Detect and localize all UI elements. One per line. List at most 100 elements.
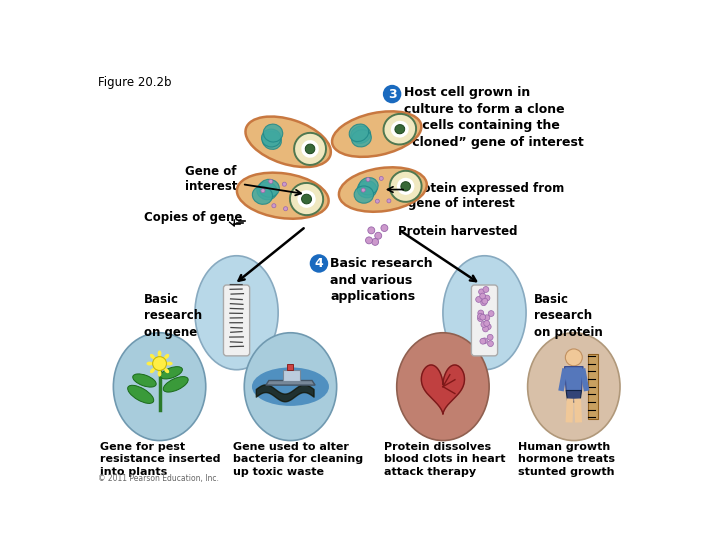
Circle shape: [482, 326, 488, 332]
Circle shape: [375, 199, 379, 203]
Bar: [287, 363, 293, 370]
Ellipse shape: [158, 350, 161, 356]
Polygon shape: [564, 367, 583, 390]
Ellipse shape: [252, 367, 329, 406]
Circle shape: [481, 321, 487, 327]
FancyBboxPatch shape: [472, 285, 498, 356]
Ellipse shape: [264, 124, 283, 142]
Text: © 2011 Pearson Education, Inc.: © 2011 Pearson Education, Inc.: [98, 475, 219, 483]
Ellipse shape: [351, 130, 372, 147]
Circle shape: [482, 298, 487, 304]
Ellipse shape: [237, 173, 328, 219]
Circle shape: [387, 199, 391, 203]
Circle shape: [481, 300, 487, 306]
Ellipse shape: [339, 167, 427, 212]
Circle shape: [272, 204, 276, 208]
Circle shape: [479, 289, 485, 295]
Text: Gene for pest
resistance inserted
into plants: Gene for pest resistance inserted into p…: [99, 442, 220, 477]
Polygon shape: [566, 390, 582, 402]
Circle shape: [477, 316, 483, 321]
Circle shape: [480, 338, 486, 344]
Circle shape: [310, 254, 328, 273]
Ellipse shape: [158, 370, 161, 377]
Circle shape: [284, 207, 288, 211]
Circle shape: [476, 296, 482, 302]
Bar: [588, 354, 598, 419]
Ellipse shape: [164, 368, 169, 373]
Ellipse shape: [246, 117, 330, 167]
Ellipse shape: [132, 374, 156, 387]
Text: Gene of
interest: Gene of interest: [185, 165, 238, 193]
Circle shape: [485, 324, 491, 329]
Circle shape: [261, 188, 265, 193]
Ellipse shape: [349, 124, 369, 141]
Ellipse shape: [290, 183, 323, 215]
Ellipse shape: [395, 125, 405, 134]
Circle shape: [478, 313, 485, 319]
Text: Protein dissolves
blood clots in heart
attack therapy: Protein dissolves blood clots in heart a…: [384, 442, 506, 477]
Ellipse shape: [259, 179, 279, 197]
Text: Figure 20.2b: Figure 20.2b: [98, 76, 171, 89]
Ellipse shape: [163, 376, 188, 392]
Ellipse shape: [357, 180, 377, 198]
Ellipse shape: [113, 333, 206, 441]
Circle shape: [269, 179, 273, 184]
Ellipse shape: [257, 182, 277, 200]
FancyBboxPatch shape: [223, 285, 250, 356]
Ellipse shape: [262, 131, 282, 150]
Circle shape: [565, 349, 582, 366]
Ellipse shape: [127, 386, 154, 403]
Circle shape: [372, 239, 379, 245]
Ellipse shape: [397, 178, 415, 195]
Text: Protein expressed from
gene of interest: Protein expressed from gene of interest: [408, 182, 564, 210]
Ellipse shape: [244, 333, 337, 441]
Text: Gene used to alter
bacteria for cleaning
up toxic waste: Gene used to alter bacteria for cleaning…: [233, 442, 364, 477]
Text: Basic research
and various
applications: Basic research and various applications: [330, 257, 433, 303]
Circle shape: [480, 314, 486, 320]
Text: Copies of gene: Copies of gene: [144, 211, 243, 224]
Text: Basic
research
on protein: Basic research on protein: [534, 293, 603, 339]
Circle shape: [477, 313, 483, 319]
Circle shape: [366, 237, 372, 244]
Bar: [283, 370, 300, 381]
Circle shape: [484, 295, 490, 301]
Ellipse shape: [397, 333, 489, 441]
Circle shape: [282, 182, 287, 186]
Ellipse shape: [297, 190, 315, 208]
Ellipse shape: [164, 354, 169, 359]
Ellipse shape: [161, 367, 182, 379]
Ellipse shape: [332, 111, 421, 157]
Ellipse shape: [150, 368, 155, 373]
Ellipse shape: [384, 114, 416, 145]
Circle shape: [379, 177, 383, 180]
Circle shape: [375, 232, 382, 239]
Text: 3: 3: [388, 87, 397, 100]
Polygon shape: [266, 381, 315, 385]
Circle shape: [484, 315, 490, 321]
Circle shape: [153, 356, 166, 370]
Ellipse shape: [390, 171, 422, 202]
Circle shape: [487, 341, 493, 347]
Circle shape: [487, 334, 493, 340]
Ellipse shape: [146, 362, 153, 366]
Circle shape: [368, 227, 375, 234]
Ellipse shape: [359, 178, 378, 195]
Circle shape: [480, 293, 485, 299]
Ellipse shape: [302, 194, 312, 204]
Ellipse shape: [305, 144, 315, 154]
Ellipse shape: [301, 140, 319, 158]
Circle shape: [383, 85, 401, 103]
Ellipse shape: [195, 256, 278, 370]
Ellipse shape: [351, 126, 371, 143]
Ellipse shape: [294, 133, 326, 165]
Text: Host cell grown in
culture to form a clone
of cells containing the
“cloned” gene: Host cell grown in culture to form a clo…: [405, 86, 584, 149]
Circle shape: [483, 287, 489, 292]
Circle shape: [366, 178, 370, 181]
Polygon shape: [421, 365, 464, 414]
Text: 4: 4: [315, 257, 323, 270]
Ellipse shape: [166, 362, 173, 366]
Ellipse shape: [401, 181, 410, 191]
Circle shape: [488, 310, 494, 316]
Ellipse shape: [252, 186, 272, 204]
Circle shape: [381, 225, 388, 232]
